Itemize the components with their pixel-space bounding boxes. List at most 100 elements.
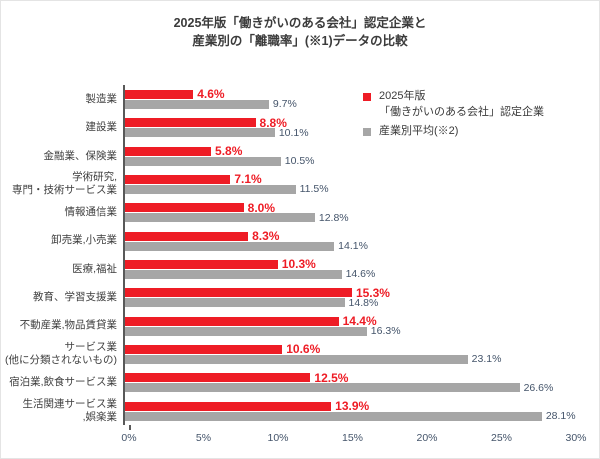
bar-row-industry: 10.5% <box>125 155 570 167</box>
bar-industry <box>125 383 520 393</box>
chart-rows: 製造業 4.6% 9.7% 建設業 8.8% 10.1% 金融業、保険業 5.8% 10.5% 学… <box>1 85 599 426</box>
x-tick-label: 20% <box>416 432 438 445</box>
value-label: 10.1% <box>278 126 309 139</box>
value-label: 14.8% <box>348 296 379 309</box>
bar-row-industry: 23.1% <box>125 353 570 366</box>
bar-certified <box>125 259 278 269</box>
bar-row-certified: 8.3% <box>125 229 570 243</box>
value-label: 14.6% <box>345 268 376 281</box>
bar-certified <box>125 146 212 156</box>
bar-group: 10.6% 23.1% <box>123 340 570 369</box>
chart-row: 学術研究, 専門・技術サービス業 7.1% 11.5% <box>1 170 599 199</box>
value-label: 16.3% <box>370 325 401 338</box>
bar-certified <box>125 89 194 99</box>
chart-row: 宿泊業,飲食サービス業 12.5% 26.6% <box>1 368 599 397</box>
bar-row-certified: 13.9% <box>125 399 570 413</box>
bar-row-certified: 14.4% <box>125 314 570 329</box>
bar-row-industry: 14.8% <box>125 296 570 309</box>
bar-industry <box>125 128 275 138</box>
bar-row-industry: 12.8% <box>125 211 570 224</box>
x-tick-label: 25% <box>490 432 513 445</box>
chart-row: 建設業 8.8% 10.1% <box>1 113 599 142</box>
bar-group: 12.5% 26.6% <box>123 368 570 397</box>
legend-marker-certified <box>363 93 371 101</box>
bar-industry <box>125 213 315 223</box>
value-label: 14.4% <box>342 314 377 329</box>
chart-row: 生活関連サービス業 ,娯楽業 13.9% 28.1% <box>1 396 599 426</box>
bar-industry <box>125 326 367 336</box>
value-label: 5.8% <box>215 144 243 159</box>
bar-industry <box>125 411 542 421</box>
category-label: 医療,福祉 <box>72 262 117 275</box>
chart-row: 不動産業,物品賃貸業 14.4% 16.3% <box>1 311 599 341</box>
bar-row-certified: 15.3% <box>125 285 570 300</box>
bar-certified <box>125 231 249 241</box>
chart-title-line2: 産業別の「離職率」(※1)データの比較 <box>192 34 408 49</box>
x-tick-label: 5% <box>195 432 212 445</box>
bar-row-industry: 28.1% <box>125 410 576 422</box>
bar-industry <box>125 241 335 251</box>
chart-row: 製造業 4.6% 9.7% <box>1 85 599 114</box>
value-label: 11.5% <box>299 183 329 196</box>
value-label: 15.3% <box>355 285 390 300</box>
chart-row: 教育、学習支援業 15.3% 14.8% <box>1 283 599 312</box>
category-label: 金融業、保険業 <box>43 149 118 162</box>
bar-row-certified: 12.5% <box>125 371 570 385</box>
value-label: 23.1% <box>471 353 502 366</box>
bar-group: 10.3% 14.6% <box>123 255 570 284</box>
value-label: 7.1% <box>234 172 262 187</box>
bar-row-industry: 11.5% <box>125 183 570 196</box>
category-label: 卸売業,小売業 <box>51 234 117 247</box>
bar-group: 8.0% 12.8% <box>123 198 570 227</box>
bar-row-industry: 26.6% <box>125 381 570 394</box>
bar-group: 7.1% 11.5% <box>123 170 570 199</box>
bar-row-certified: 5.8% <box>125 144 570 159</box>
category-label: 製造業 <box>85 92 118 105</box>
chart-row: 卸売業,小売業 8.3% 14.1% <box>1 226 599 256</box>
value-label: 10.6% <box>286 342 321 357</box>
bar-group: 13.9% 28.1% <box>123 396 576 426</box>
bar-row-certified: 4.6% <box>125 87 570 102</box>
bar-row-industry: 10.1% <box>125 126 570 139</box>
bar-row-industry: 14.1% <box>125 240 570 252</box>
chart-row: サービス業 (他に分類されないもの) 10.6% 23.1% <box>1 340 599 369</box>
category-label: 宿泊業,飲食サービス業 <box>9 376 117 389</box>
bar-certified <box>125 401 332 411</box>
x-tick-label: 0% <box>121 432 137 445</box>
bar-certified <box>125 344 283 354</box>
bar-industry <box>125 269 342 279</box>
category-label: 学術研究, 専門・技術サービス業 <box>12 171 117 197</box>
bar-industry <box>125 298 345 308</box>
chart-title: 2025年版「働きがいのある会社」認定企業と 産業別の「離職率」(※1)データの… <box>1 1 599 50</box>
bar-group: 5.8% 10.5% <box>123 141 570 171</box>
bar-industry <box>125 99 269 109</box>
legend-certified-line1: 2025年版 <box>379 90 426 102</box>
legend-label-certified: 2025年版 「働きがいのある会社」認定企業 <box>379 89 544 121</box>
bar-group: 4.6% 9.7% <box>123 85 570 114</box>
value-label: 4.6% <box>197 87 225 102</box>
chart-row: 医療,福祉 10.3% 14.6% <box>1 255 599 284</box>
x-tick-label: 30% <box>565 432 587 445</box>
legend-certified-line2: 「働きがいのある会社」認定企業 <box>379 105 544 118</box>
value-label: 12.8% <box>318 211 349 224</box>
legend-marker-industry <box>363 127 371 136</box>
value-label: 28.1% <box>545 410 576 423</box>
bar-certified <box>125 203 244 213</box>
bar-group: 14.4% 16.3% <box>123 311 570 341</box>
value-label: 8.0% <box>247 200 276 215</box>
category-label: 教育、学習支援業 <box>33 291 117 304</box>
value-label: 8.8% <box>259 115 287 130</box>
bar-row-certified: 7.1% <box>125 172 570 187</box>
bar-industry <box>125 156 281 166</box>
bar-row-industry: 16.3% <box>125 325 570 338</box>
bar-chart: 製造業 4.6% 9.7% 建設業 8.8% 10.1% 金融業、保険業 5.8% 10.5% 学… <box>1 85 599 445</box>
bar-certified <box>125 316 339 326</box>
category-label: 不動産業,物品賃貸業 <box>19 319 117 332</box>
bar-certified <box>125 373 311 383</box>
value-label: 26.6% <box>523 381 554 394</box>
bar-industry <box>125 184 296 194</box>
bar-row-certified: 8.8% <box>125 115 570 130</box>
bar-row-industry: 14.6% <box>125 268 570 281</box>
bar-industry <box>125 354 468 364</box>
